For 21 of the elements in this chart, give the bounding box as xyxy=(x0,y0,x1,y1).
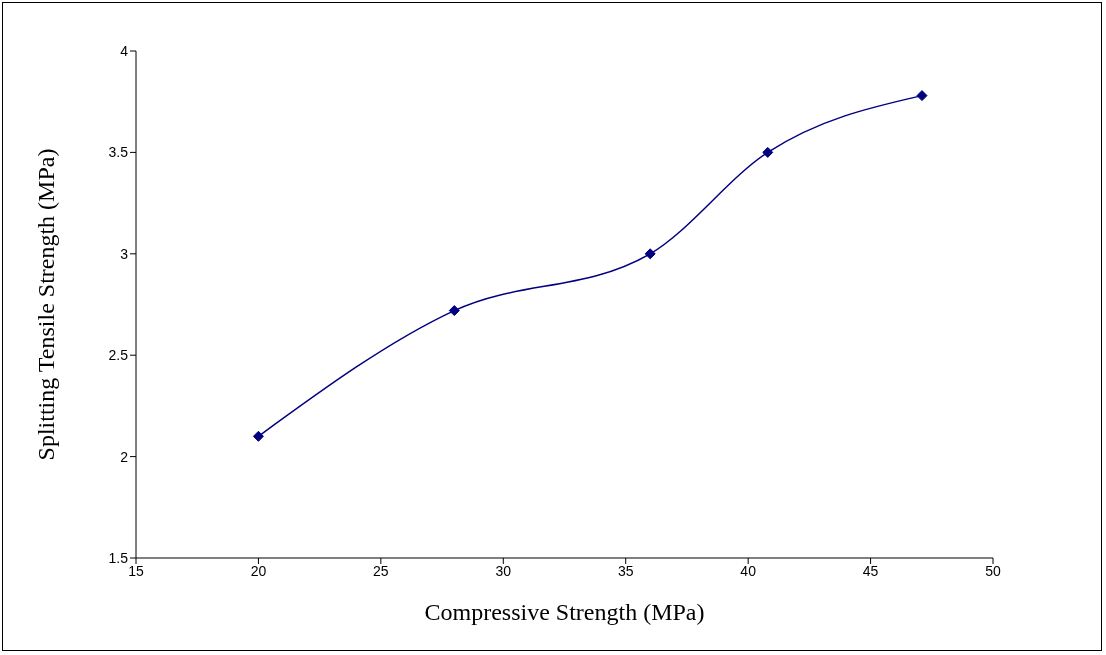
point xyxy=(916,90,928,102)
point xyxy=(644,248,656,260)
point xyxy=(252,430,264,442)
x-tick-label: 40 xyxy=(740,562,757,579)
x-tick-label: 20 xyxy=(250,562,267,579)
x-axis-title: Compressive Strength (MPa) xyxy=(424,599,705,625)
x-tick-label: 35 xyxy=(617,562,634,579)
y-tick-label: 2.5 xyxy=(108,347,129,364)
x-tick-label: 50 xyxy=(985,562,1001,579)
y-axis-title: Splitting Tensile Strength (MPa) xyxy=(32,148,59,461)
x-tick-label: 15 xyxy=(128,562,144,579)
y-tick-label: 4 xyxy=(120,42,129,59)
y-tick-label: 3.5 xyxy=(108,144,129,161)
y-tick-label: 3 xyxy=(120,245,129,262)
x-tick-label: 45 xyxy=(862,562,879,579)
point xyxy=(448,305,460,317)
y-tick-label: 2 xyxy=(120,448,129,465)
y-tick-label: 1.5 xyxy=(108,549,129,566)
x-tick-label: 25 xyxy=(373,562,389,579)
point xyxy=(762,146,774,158)
x-tick-label: 30 xyxy=(495,562,512,579)
